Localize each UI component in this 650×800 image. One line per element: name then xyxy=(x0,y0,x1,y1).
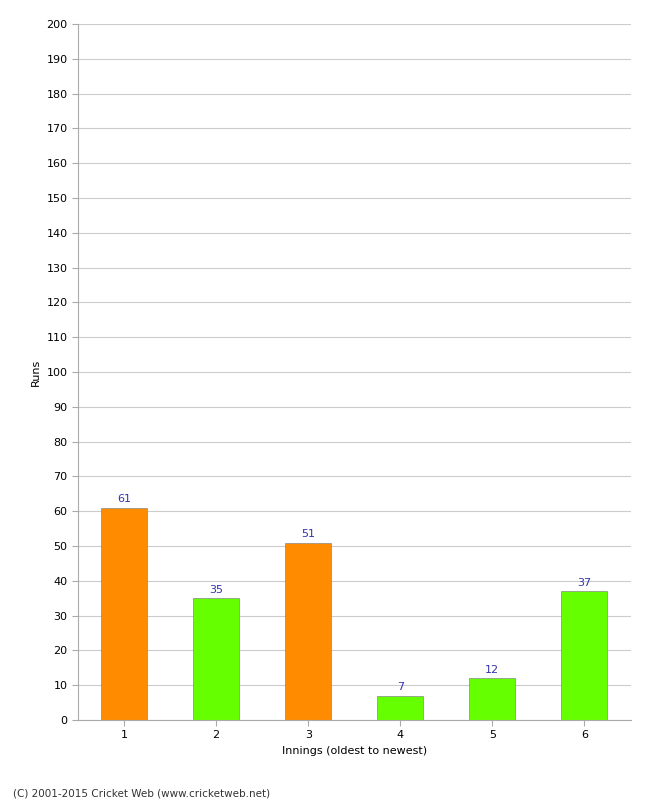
Bar xyxy=(285,542,332,720)
Bar xyxy=(469,678,515,720)
Y-axis label: Runs: Runs xyxy=(31,358,41,386)
Bar xyxy=(101,508,147,720)
Text: 37: 37 xyxy=(577,578,592,588)
Text: 35: 35 xyxy=(209,585,223,594)
Bar xyxy=(562,591,608,720)
X-axis label: Innings (oldest to newest): Innings (oldest to newest) xyxy=(281,746,427,756)
Text: 7: 7 xyxy=(396,682,404,692)
Text: 61: 61 xyxy=(117,494,131,504)
Text: 12: 12 xyxy=(486,665,499,674)
Bar xyxy=(377,696,423,720)
Text: (C) 2001-2015 Cricket Web (www.cricketweb.net): (C) 2001-2015 Cricket Web (www.cricketwe… xyxy=(13,788,270,798)
Text: 51: 51 xyxy=(301,529,315,539)
Bar xyxy=(193,598,239,720)
